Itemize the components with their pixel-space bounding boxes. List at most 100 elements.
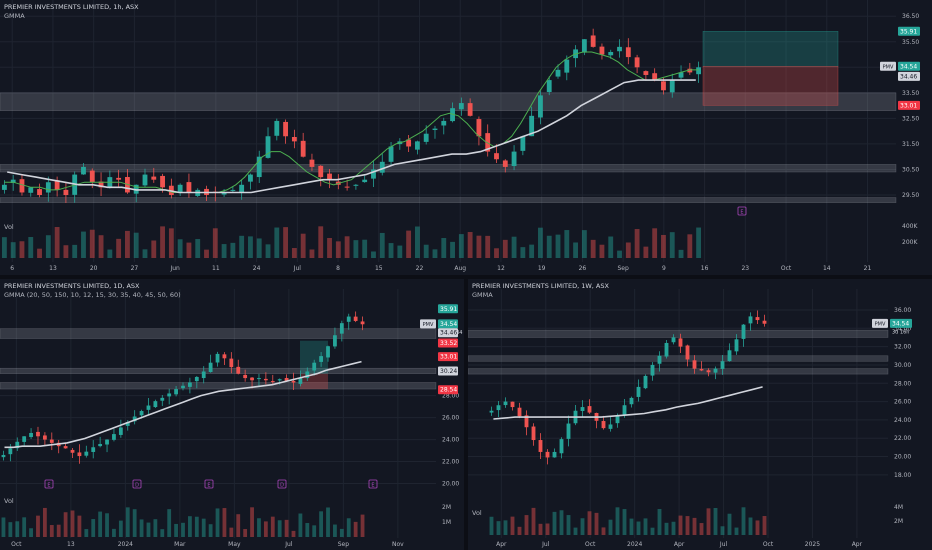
- stop-zone: [300, 373, 328, 390]
- volume-bar: [333, 524, 337, 537]
- volume-bar: [696, 227, 702, 258]
- chart-panel-1h[interactable]: 36.5035.5034.5033.5032.5031.5030.5029.50…: [0, 0, 932, 275]
- candle-body: [236, 366, 241, 374]
- volume-bar: [664, 522, 669, 535]
- volume-bar: [467, 232, 473, 258]
- volume-bar: [699, 523, 704, 535]
- price-badge: [898, 71, 920, 81]
- volume-bar: [125, 230, 130, 258]
- candle-body: [139, 411, 144, 416]
- candle-body: [353, 316, 358, 321]
- chart-canvas-1d[interactable]: 28.00 26.00 24.00 22.00 20.00 Oct 13 2024 Mar May…: [0, 279, 464, 550]
- volume-bar: [1, 237, 7, 258]
- volume-bar: [239, 235, 245, 258]
- candle-body: [685, 345, 690, 360]
- candle-body: [277, 379, 282, 381]
- volume-bar: [168, 228, 174, 258]
- chart-canvas-1w[interactable]: 36.00 34.00 32.00 30.00 28.00 26.00 24.00 22.00…: [468, 279, 932, 550]
- volume-bar: [125, 507, 130, 537]
- candle-body: [650, 364, 655, 376]
- candle-body: [1, 454, 6, 458]
- candle-body: [49, 439, 54, 443]
- chart-title-1h: PREMIER INVESTMENTS LIMITED, 1h, ASX: [4, 3, 139, 11]
- x-tick-label: 12: [497, 265, 505, 272]
- candle-body: [531, 426, 536, 441]
- x-tick-label: Sep: [338, 541, 350, 548]
- support-zone: [468, 368, 889, 375]
- ma-fast-line: [4, 51, 699, 193]
- volume-bar: [559, 510, 564, 535]
- volume-bar: [215, 508, 220, 537]
- candle-body: [221, 192, 227, 195]
- volume-bar: [650, 527, 655, 535]
- volume-bar: [1, 517, 6, 537]
- candle-body: [54, 180, 60, 190]
- volume-bar: [139, 519, 144, 537]
- volume-bar: [517, 526, 522, 535]
- volume-bar: [692, 517, 697, 535]
- x-tick-label: 23: [741, 265, 749, 272]
- volume-bar: [643, 518, 648, 535]
- y-tick-label: 36.00: [894, 307, 911, 314]
- volume-bar: [458, 234, 464, 258]
- price-badge-label: 28.54: [440, 387, 457, 394]
- candle-body: [511, 151, 517, 167]
- candle-body: [734, 339, 739, 352]
- panel-separator-horizontal[interactable]: [0, 275, 932, 279]
- y-tick-label: 24.00: [894, 417, 911, 424]
- y-tick-label: 24.00: [442, 437, 459, 444]
- candle-body: [346, 316, 351, 322]
- candle-body: [671, 337, 676, 343]
- volume-bar: [432, 249, 438, 258]
- volume-bar: [300, 233, 306, 258]
- x-tick-label: Jun: [169, 265, 180, 272]
- panel-separator-vertical[interactable]: [464, 279, 468, 550]
- candle-body: [63, 446, 68, 449]
- x-tick-label: Oct: [11, 541, 22, 548]
- indicator-label-1w: GMMA: [472, 291, 493, 299]
- volume-tick-label: 2M: [442, 504, 451, 511]
- candle-body: [98, 443, 103, 447]
- volume-bar: [371, 251, 376, 258]
- candle-body: [29, 432, 33, 438]
- volume-bar: [221, 244, 227, 258]
- volume-bar: [608, 236, 614, 258]
- volume-bar: [652, 228, 658, 258]
- volume-bar: [344, 236, 350, 258]
- volume-bar: [42, 507, 47, 537]
- x-tick-label: 27: [131, 265, 139, 272]
- volume-bar: [133, 232, 139, 258]
- price-badge-label: 35.91: [440, 306, 457, 313]
- x-tick-label: 16: [701, 265, 709, 272]
- y-tick-label: 30.00: [894, 362, 911, 369]
- volume-bar: [657, 509, 662, 535]
- candle-body: [45, 182, 51, 193]
- volume-bar: [160, 226, 165, 258]
- candle-body: [248, 174, 253, 182]
- volume-bar: [116, 238, 122, 258]
- x-tick-label: Jul: [293, 265, 302, 272]
- candle-body: [300, 140, 306, 157]
- price-badge: [438, 304, 458, 314]
- candle-body: [590, 35, 596, 47]
- volume-bar: [678, 515, 683, 535]
- y-tick-label: 22.00: [442, 459, 459, 466]
- candle-body: [188, 382, 192, 387]
- volume-bar: [397, 245, 403, 258]
- volume-bar: [489, 516, 494, 535]
- x-tick-label: Apr: [674, 541, 685, 548]
- chart-canvas-1h[interactable]: 36.5035.5034.5033.5032.5031.5030.5029.50…: [0, 0, 932, 275]
- chart-panel-1d[interactable]: 28.00 26.00 24.00 22.00 20.00 Oct 13 2024 Mar May…: [0, 279, 464, 550]
- candle-body: [652, 73, 658, 81]
- volume-bar: [617, 250, 622, 258]
- volume-bar: [494, 248, 499, 258]
- volume-bar: [423, 244, 429, 258]
- candle-body: [243, 374, 248, 379]
- chart-panel-1w[interactable]: 36.00 34.00 32.00 30.00 28.00 26.00 24.00 22.00…: [468, 279, 932, 550]
- candle-body: [599, 46, 605, 55]
- volume-bar: [590, 239, 596, 258]
- volume-bar: [485, 235, 491, 258]
- candle-body: [696, 67, 702, 75]
- candle-body: [538, 95, 543, 118]
- candle-body: [91, 447, 96, 452]
